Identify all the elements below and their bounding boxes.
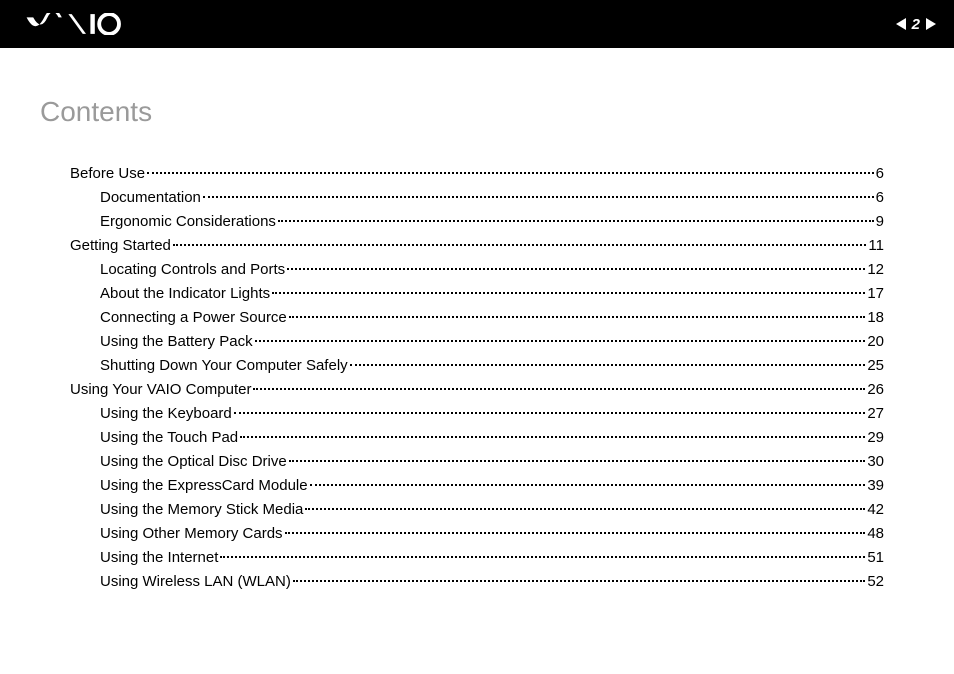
toc-row[interactable]: Using the ExpressCard Module 39: [40, 474, 914, 498]
toc-label: About the Indicator Lights: [100, 282, 270, 306]
table-of-contents: Before Use6Documentation6Ergonomic Consi…: [40, 162, 914, 594]
toc-leader: [220, 556, 865, 558]
toc-row[interactable]: Using the Keyboard 27: [40, 402, 914, 426]
toc-label: Using the ExpressCard Module: [100, 474, 308, 498]
toc-page: 25: [867, 354, 914, 378]
toc-label: Using the Internet: [100, 546, 218, 570]
toc-page: 39: [867, 474, 914, 498]
toc-label: Using the Touch Pad: [100, 426, 238, 450]
toc-row[interactable]: Getting Started 11: [40, 234, 914, 258]
header-bar: 2: [0, 0, 954, 48]
prev-page-icon[interactable]: [896, 18, 906, 30]
toc-row[interactable]: Using the Memory Stick Media 42: [40, 498, 914, 522]
toc-page: 30: [867, 450, 914, 474]
page-title: Contents: [40, 96, 914, 128]
toc-leader: [272, 292, 865, 294]
toc-leader: [289, 316, 866, 318]
toc-label: Using the Battery Pack: [100, 330, 253, 354]
toc-page: 9: [876, 210, 914, 234]
toc-label: Using the Memory Stick Media: [100, 498, 303, 522]
toc-page: 17: [867, 282, 914, 306]
toc-leader: [240, 436, 865, 438]
toc-leader: [310, 484, 866, 486]
toc-label: Using Other Memory Cards: [100, 522, 283, 546]
toc-page: 6: [876, 162, 914, 186]
toc-page: 51: [867, 546, 914, 570]
vaio-logo: [20, 13, 130, 35]
toc-label: Locating Controls and Ports: [100, 258, 285, 282]
toc-leader: [285, 532, 866, 534]
toc-page: 48: [867, 522, 914, 546]
toc-leader: [253, 388, 865, 390]
toc-row[interactable]: Shutting Down Your Computer Safely 25: [40, 354, 914, 378]
toc-row[interactable]: About the Indicator Lights 17: [40, 282, 914, 306]
toc-page: 26: [867, 378, 914, 402]
next-page-icon[interactable]: [926, 18, 936, 30]
toc-leader: [278, 220, 874, 222]
toc-label: Connecting a Power Source: [100, 306, 287, 330]
toc-label: Before Use: [70, 162, 145, 186]
toc-leader: [350, 364, 866, 366]
page-content: Contents Before Use6Documentation6Ergono…: [0, 48, 954, 594]
toc-leader: [203, 196, 874, 198]
toc-page: 52: [867, 570, 914, 594]
toc-row[interactable]: Documentation 6: [40, 186, 914, 210]
toc-leader: [255, 340, 866, 342]
toc-leader: [287, 268, 865, 270]
toc-label: Documentation: [100, 186, 201, 210]
toc-label: Ergonomic Considerations: [100, 210, 276, 234]
toc-leader: [293, 580, 865, 582]
toc-row[interactable]: Using the Optical Disc Drive 30: [40, 450, 914, 474]
toc-row[interactable]: Before Use 6: [40, 162, 914, 186]
toc-row[interactable]: Connecting a Power Source 18: [40, 306, 914, 330]
toc-page: 27: [867, 402, 914, 426]
toc-leader: [234, 412, 866, 414]
toc-label: Using the Keyboard: [100, 402, 232, 426]
toc-row[interactable]: Using the Touch Pad 29: [40, 426, 914, 450]
toc-page: 11: [868, 234, 914, 258]
toc-leader: [147, 172, 874, 174]
toc-leader: [305, 508, 865, 510]
toc-leader: [289, 460, 866, 462]
toc-page: 6: [876, 186, 914, 210]
toc-label: Getting Started: [70, 234, 171, 258]
toc-leader: [173, 244, 867, 246]
toc-label: Using Your VAIO Computer: [70, 378, 251, 402]
toc-row[interactable]: Using Other Memory Cards 48: [40, 522, 914, 546]
page-navigator: 2: [896, 16, 936, 33]
toc-row[interactable]: Using the Internet 51: [40, 546, 914, 570]
toc-row[interactable]: Using Your VAIO Computer 26: [40, 378, 914, 402]
toc-row[interactable]: Locating Controls and Ports 12: [40, 258, 914, 282]
toc-row[interactable]: Using the Battery Pack 20: [40, 330, 914, 354]
toc-label: Using the Optical Disc Drive: [100, 450, 287, 474]
toc-page: 42: [867, 498, 914, 522]
toc-row[interactable]: Using Wireless LAN (WLAN) 52: [40, 570, 914, 594]
toc-page: 29: [867, 426, 914, 450]
toc-page: 12: [867, 258, 914, 282]
toc-row[interactable]: Ergonomic Considerations 9: [40, 210, 914, 234]
toc-label: Shutting Down Your Computer Safely: [100, 354, 348, 378]
toc-label: Using Wireless LAN (WLAN): [100, 570, 291, 594]
toc-page: 18: [867, 306, 914, 330]
toc-page: 20: [867, 330, 914, 354]
page-number: 2: [912, 16, 920, 33]
